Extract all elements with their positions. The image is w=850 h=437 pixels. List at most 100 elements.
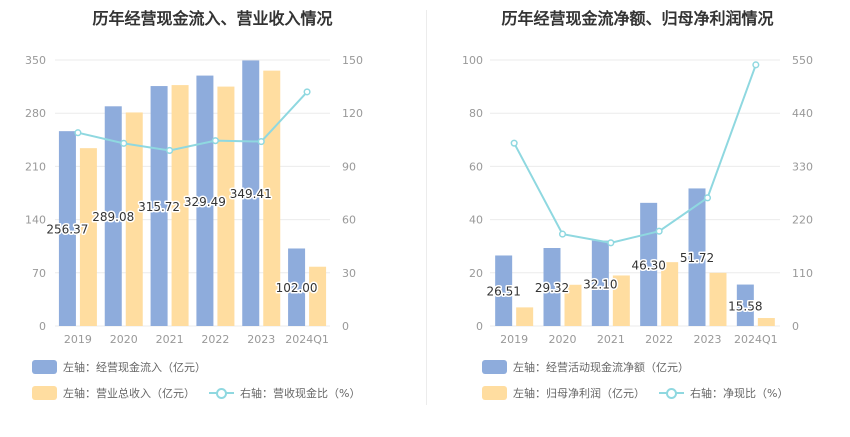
legend-row: 左轴：经营活动现金流净额（亿元） — [482, 359, 703, 375]
right-axis-tick-label: 120 — [342, 107, 363, 120]
ratio-point — [607, 239, 615, 247]
ratio-point — [120, 139, 128, 147]
data-label: 349.41 — [230, 187, 272, 201]
bar-revenue — [217, 86, 235, 326]
legend-label: 右轴：营收现金比（%） — [240, 387, 361, 400]
legend-label: 左轴：营业总收入（亿元） — [63, 387, 195, 400]
ratio-line — [77, 91, 308, 152]
bar-net-profit — [757, 318, 775, 326]
right-axis-tick-label: 30 — [342, 267, 356, 280]
data-label: 289.08 — [92, 210, 134, 224]
legend-item-cash-inflow[interactable]: 左轴：经营现金流入（亿元） — [32, 359, 206, 375]
x-axis-tick-label: 2024Q1 — [285, 333, 329, 346]
x-axis-tick-label: 2019 — [64, 333, 92, 346]
right-chart-panel: 历年经营现金流净额、归母净利润情况 0 20 40 60 80 100 0 110 220 330… — [425, 0, 850, 437]
bar-net-profit — [612, 275, 630, 326]
ratio-point — [166, 146, 174, 154]
legend-row: 左轴：营业总收入（亿元） 右轴：营收现金比（%） — [32, 385, 374, 401]
legend-item-net-operating-cash[interactable]: 左轴：经营活动现金流净额（亿元） — [482, 359, 689, 375]
left-axis-tick-label: 40 — [469, 214, 483, 227]
data-label: 26.51 — [486, 285, 520, 299]
bar-revenue — [171, 85, 189, 326]
legend-item-revenue-cash-ratio[interactable]: 右轴：营收现金比（%） — [209, 385, 360, 401]
left-axis-tick-label: 0 — [39, 320, 46, 333]
legend-label: 左轴：经营现金流入（亿元） — [63, 361, 206, 374]
bar-cash-inflow — [242, 60, 260, 327]
data-label: 102.00 — [276, 281, 318, 295]
ratio-point — [303, 88, 311, 96]
legend-item-net-profit[interactable]: 左轴：归母净利润（亿元） — [482, 385, 645, 401]
chart-title: 历年经营现金流净额、归母净利润情况 — [501, 9, 774, 28]
legend-swatch — [482, 386, 507, 400]
left-axis-tick-label: 350 — [25, 54, 46, 67]
legend-label: 左轴：归母净利润（亿元） — [513, 387, 645, 400]
left-axis-tick-label: 60 — [469, 160, 483, 173]
ratio-point — [510, 139, 518, 147]
x-axis-tick-label: 2023 — [694, 333, 722, 346]
bar-cash-inflow — [288, 248, 306, 326]
left-axis-tick-label: 80 — [469, 107, 483, 120]
legend-swatch — [482, 360, 507, 374]
legend-swatch — [209, 386, 234, 400]
bar-revenue — [309, 266, 327, 326]
x-axis-tick-label: 2024Q1 — [734, 333, 778, 346]
bar-cash-inflow — [150, 86, 168, 327]
data-label: 329.49 — [184, 195, 226, 209]
legend-label: 右轴：净现比（%） — [690, 387, 789, 400]
data-label: 315.72 — [138, 200, 180, 214]
left-axis-tick-label: 140 — [25, 214, 46, 227]
right-axis-tick-label: 330 — [792, 160, 813, 173]
ratio-point — [558, 230, 567, 238]
x-axis-tick-label: 2022 — [201, 333, 229, 346]
x-axis-tick-label: 2021 — [597, 333, 625, 346]
right-axis-tick-label: 60 — [342, 214, 356, 227]
cash-inflow-revenue-chart: 0 70 140 210 280 350 0 30 60 90 120 150 2019 2020 2021… — [25, 54, 363, 346]
bar-net-operating-cash — [736, 284, 754, 326]
left-axis-tick-label: 280 — [25, 107, 46, 120]
x-axis-tick-label: 2021 — [156, 333, 184, 346]
legend-swatch — [32, 360, 57, 374]
x-axis-tick-label: 2020 — [549, 333, 577, 346]
right-axis-tick-label: 0 — [792, 320, 799, 333]
ratio-point — [211, 137, 219, 145]
left-chart-panel: 历年经营现金流入、营业收入情况 0 70 140 210 280 350 0 30 60 90 12… — [25, 9, 374, 401]
ratio-point — [655, 227, 663, 235]
chart-title: 历年经营现金流入、营业收入情况 — [92, 9, 333, 28]
data-label: 32.10 — [583, 277, 617, 291]
right-axis-tick-label: 220 — [792, 214, 813, 227]
data-label: 29.32 — [535, 281, 569, 295]
legend-item-revenue[interactable]: 左轴：营业总收入（亿元） — [32, 385, 195, 401]
right-axis-tick-label: 90 — [342, 160, 356, 173]
left-axis-tick-label: 210 — [25, 160, 46, 173]
legend-item-net-cash-ratio[interactable]: 右轴：净现比（%） — [659, 385, 788, 401]
ratio-point — [703, 194, 712, 202]
bar-cash-inflow — [58, 131, 76, 326]
bar-net-profit — [709, 272, 727, 326]
bar-revenue — [79, 148, 97, 326]
legend-swatch — [32, 386, 57, 400]
ratio-point — [752, 61, 760, 69]
bar-net-profit — [516, 307, 534, 326]
legend-swatch — [659, 386, 684, 400]
x-axis-tick-label: 2022 — [645, 333, 673, 346]
bar-net-operating-cash — [591, 240, 609, 326]
data-label: 46.30 — [631, 258, 665, 272]
ratio-point — [74, 129, 82, 137]
right-axis-tick-label: 110 — [792, 267, 813, 280]
x-axis-tick-label: 2019 — [500, 333, 528, 346]
left-axis-tick-label: 0 — [476, 320, 483, 333]
left-axis-tick-label: 100 — [462, 54, 483, 67]
right-axis-tick-label: 440 — [792, 107, 813, 120]
ratio-line — [513, 64, 757, 244]
right-axis-tick-label: 150 — [342, 54, 363, 67]
data-label: 51.72 — [680, 251, 714, 265]
bar-cash-inflow — [196, 75, 214, 326]
legend-label: 左轴：经营活动现金流净额（亿元） — [513, 361, 689, 374]
legend-row: 左轴：经营现金流入（亿元） — [32, 359, 220, 375]
bar-cash-inflow — [104, 106, 122, 327]
x-axis-tick-label: 2023 — [247, 333, 275, 346]
x-axis-tick-label: 2020 — [110, 333, 138, 346]
bar-revenue — [125, 112, 143, 326]
net-cash-flow-profit-chart: 0 20 40 60 80 100 0 110 220 330 440 550 2019 2020 2021… — [462, 54, 813, 346]
bar-net-operating-cash — [495, 255, 513, 326]
